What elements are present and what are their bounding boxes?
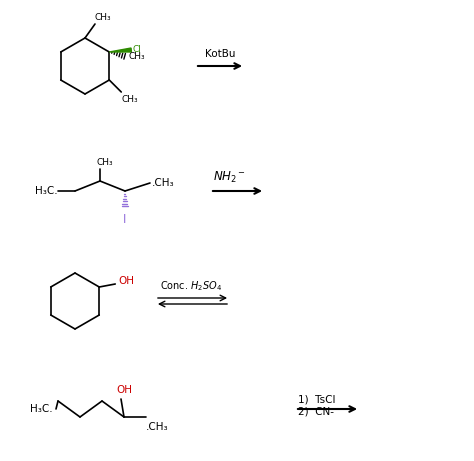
Text: I: I <box>123 213 127 226</box>
Text: Cl: Cl <box>132 46 141 54</box>
Polygon shape <box>109 48 131 52</box>
Text: CH₃: CH₃ <box>128 53 145 61</box>
Text: Conc. $\it{H_2SO_4}$: Conc. $\it{H_2SO_4}$ <box>160 279 222 293</box>
Text: .CH₃: .CH₃ <box>152 178 174 188</box>
Text: CH₃: CH₃ <box>95 13 111 22</box>
Text: .CH₃: .CH₃ <box>146 422 169 432</box>
Text: CH₃: CH₃ <box>121 95 138 104</box>
Text: KotBu: KotBu <box>205 49 236 59</box>
Text: CH₃: CH₃ <box>97 158 114 167</box>
Text: 1)  TsCl: 1) TsCl <box>298 394 336 404</box>
Text: OH: OH <box>118 276 134 286</box>
Text: OH: OH <box>116 385 132 395</box>
Text: H₃C.: H₃C. <box>30 404 53 414</box>
Text: H₃C.: H₃C. <box>35 186 58 196</box>
Text: 2)  CN-: 2) CN- <box>298 407 334 417</box>
Text: $\it{NH_2}^-$: $\it{NH_2}^-$ <box>213 170 246 185</box>
